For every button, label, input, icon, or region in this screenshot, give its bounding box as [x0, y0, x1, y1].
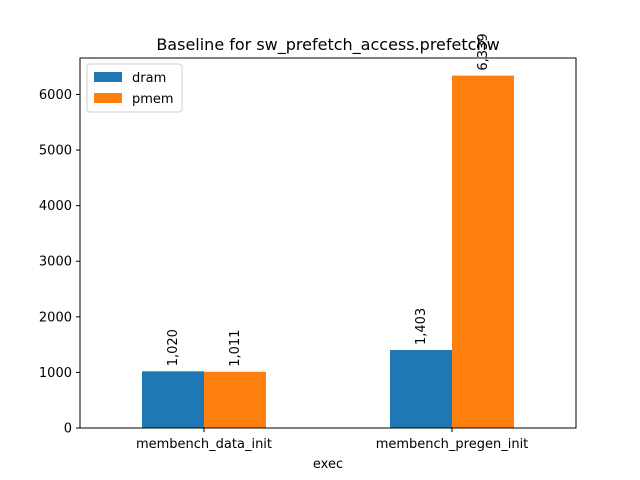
y-tick-label: 3000	[39, 255, 72, 270]
legend-swatch-pmem	[94, 93, 122, 103]
bar-dram-membench_data_init	[142, 371, 204, 428]
x-axis: membench_data_init membench_pregen_init	[136, 428, 528, 452]
y-tick-label: 0	[64, 422, 72, 437]
bar-pmem-membench_data_init	[204, 371, 266, 428]
x-tick-label: membench_data_init	[136, 437, 272, 452]
legend-label-pmem: pmem	[132, 92, 174, 107]
legend: dram pmem	[86, 63, 183, 113]
y-tick-label: 2000	[39, 310, 72, 325]
x-axis-label: exec	[313, 457, 343, 472]
bar-value-label: 1,011	[228, 330, 243, 367]
y-tick-label: 6000	[39, 88, 72, 103]
bar-pmem-membench_pregen_init	[452, 75, 514, 428]
x-tick-label: membench_pregen_init	[376, 437, 529, 452]
y-tick-label: 5000	[39, 144, 72, 159]
y-tick-label: 4000	[39, 199, 72, 214]
bar-value-label: 1,403	[414, 308, 429, 345]
chart-title: Baseline for sw_prefetch_access.prefetch…	[156, 35, 499, 55]
bars-group	[142, 75, 514, 428]
legend-swatch-dram	[94, 72, 122, 82]
bar-labels-group: 1,020 1,403 1,011 6,339	[166, 33, 491, 366]
bar-dram-membench_pregen_init	[390, 350, 452, 428]
y-axis: 0 1000 2000 3000 4000 5000 6000	[39, 88, 80, 437]
bar-value-label: 1,020	[166, 329, 181, 366]
y-tick-label: 1000	[39, 366, 72, 381]
legend-label-dram: dram	[132, 71, 166, 86]
bar-value-label: 6,339	[476, 33, 491, 70]
plot-frame	[79, 57, 577, 429]
